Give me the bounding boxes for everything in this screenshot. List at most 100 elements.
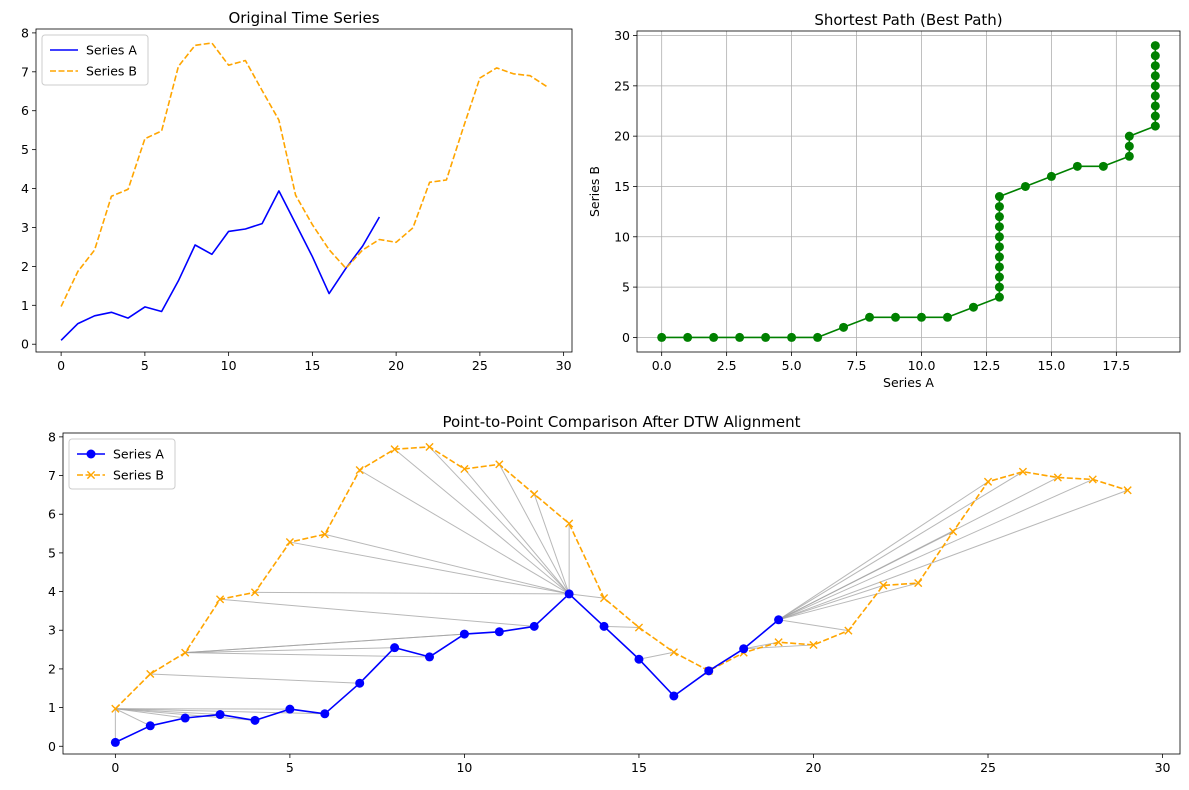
path-point [761, 332, 771, 342]
legend: Series A Series B [68, 438, 176, 490]
series-a-point [704, 666, 714, 676]
y-tick-label: 2 [21, 259, 29, 274]
alignment-line [498, 464, 570, 595]
series-a-point [250, 715, 260, 725]
series-b-line [114, 446, 1128, 710]
alignment-line [778, 471, 1024, 621]
alignment-line [533, 493, 570, 595]
y-tick-label: 2 [48, 661, 56, 676]
x-tick-label: 2.5 [717, 358, 737, 373]
series-a-point [425, 652, 435, 662]
chart-title: Shortest Path (Best Path) [814, 11, 1002, 29]
alignment-line [394, 448, 570, 595]
chart-original-time-series: 0 5 10 15 20 25 30 0 1 2 3 4 5 6 7 8 Original Time Serie… [21, 9, 573, 373]
path-point [787, 332, 797, 342]
path-point [865, 312, 875, 322]
y-tick-label: 15 [614, 179, 630, 194]
series-b-point [879, 581, 888, 590]
y-tick-label: 8 [21, 25, 29, 40]
path-point [994, 222, 1004, 232]
legend-label: Series B [113, 468, 164, 483]
x-tick-label: 30 [1155, 760, 1171, 775]
series-b-point [355, 466, 364, 475]
x-tick-label: 5 [141, 358, 149, 373]
series-b-point [914, 578, 923, 588]
y-tick-label: 4 [21, 181, 29, 196]
alignment-line [778, 481, 989, 621]
path-point [839, 322, 849, 332]
alignment-line [254, 591, 570, 595]
y-tick-label: 5 [622, 280, 630, 295]
alignment-line [185, 647, 395, 654]
path-point [994, 192, 1004, 202]
x-tick-label: 20 [388, 358, 404, 373]
x-tick-label: 0 [57, 358, 65, 373]
path-point [1150, 121, 1160, 131]
y-tick-label: 4 [48, 584, 56, 599]
series-a-point [564, 589, 574, 599]
plot-frame [636, 30, 1181, 353]
legend-marker-circle [86, 449, 96, 459]
legend-label: Series A [113, 447, 164, 462]
x-tick-label: 15.0 [1037, 358, 1065, 373]
legend-box [68, 438, 176, 490]
series-a-point [355, 678, 365, 688]
x-axis-label: Series A [883, 375, 934, 390]
plot-frame [62, 432, 1181, 755]
series-a-point [285, 704, 295, 714]
legend-label: Series B [86, 64, 137, 79]
path-point [891, 312, 901, 322]
series-b-point [1088, 475, 1097, 484]
series-b-point [181, 648, 190, 657]
x-tick-label: 10 [456, 760, 472, 775]
path-line [661, 45, 1157, 339]
path-point [1098, 161, 1108, 171]
chart-title: Original Time Series [228, 9, 379, 27]
path-point [709, 332, 719, 342]
path-point [683, 332, 693, 342]
series-b-line [60, 42, 548, 307]
path-point [1150, 71, 1160, 81]
path-point [994, 212, 1004, 222]
y-tick-label: 25 [614, 78, 630, 93]
path-point [813, 332, 823, 342]
x-tick-label: 5.0 [782, 358, 802, 373]
series-b-point [1053, 473, 1062, 482]
alignment-line [638, 651, 674, 660]
alignment-line [743, 641, 779, 650]
chart-title: Point-to-Point Comparison After DTW Alig… [443, 413, 801, 431]
series-b-point [390, 445, 399, 454]
series-b-point [599, 594, 609, 603]
series-b-point [565, 519, 574, 528]
series-b-point [425, 442, 434, 452]
y-tick-label: 5 [21, 142, 29, 157]
alignment-line [778, 584, 884, 621]
series-a-point [634, 654, 644, 664]
path-point [916, 312, 926, 322]
alignment-line [429, 446, 570, 595]
x-tick-label: 7.5 [847, 358, 867, 373]
alignment-line [778, 489, 1128, 621]
series-b-point [250, 588, 260, 597]
alignment-line [569, 593, 605, 599]
legend-marker-x [86, 470, 96, 480]
series-a-line [115, 593, 780, 744]
series-a-point [145, 721, 155, 731]
series-a-point [320, 709, 330, 719]
alignment-line [150, 673, 360, 684]
x-tick-label: 15 [304, 358, 320, 373]
y-tick-label: 7 [48, 468, 56, 483]
series-a-point [390, 643, 400, 653]
series-a-point [459, 629, 469, 639]
series-b-point [320, 530, 329, 539]
series-a-point [739, 644, 749, 654]
series-b-point [460, 464, 469, 474]
path-point [1150, 91, 1160, 101]
series-b-point [949, 527, 958, 536]
alignment-line [778, 477, 1059, 621]
path-point [1150, 61, 1160, 71]
series-a-point [494, 627, 504, 637]
series-b-point [1123, 486, 1132, 495]
alignment-line [115, 708, 151, 727]
